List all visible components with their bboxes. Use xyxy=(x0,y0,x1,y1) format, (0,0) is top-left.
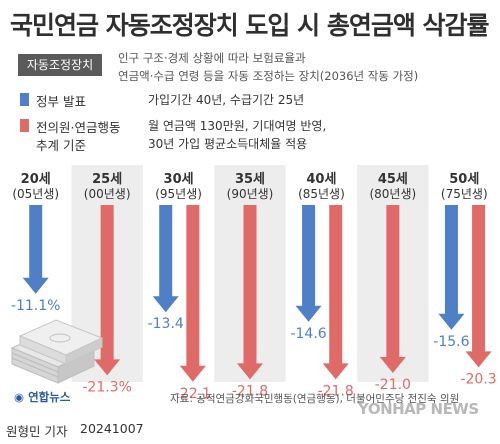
pension-value-label: -21.8 xyxy=(232,383,268,399)
government-bar xyxy=(438,205,465,330)
pension-bar xyxy=(322,205,349,380)
pension-value-label: -20.3 xyxy=(460,371,496,387)
legend-swatch-government xyxy=(20,93,29,106)
pension-value-label: -21.3% xyxy=(82,379,132,395)
government-value-label: -11.1% xyxy=(11,298,61,314)
birth-year-label: (75년생) xyxy=(441,187,488,201)
device-tag: 자동조정장치 xyxy=(18,54,102,76)
age-label: 20세 xyxy=(21,172,51,187)
government-value-label: -14.6 xyxy=(290,326,326,342)
age-label: 30세 xyxy=(164,172,194,187)
birth-year-label: (05년생) xyxy=(12,187,59,201)
chart-svg: 20세(05년생)25세(00년생)30세(95년생)35세(90년생)40세(… xyxy=(10,165,497,402)
age-label: 45세 xyxy=(378,172,408,187)
pension-bar xyxy=(379,205,406,373)
birth-year-label: (95년생) xyxy=(155,187,202,201)
pension-bar xyxy=(179,205,206,382)
birth-year-label: (80년생) xyxy=(369,187,416,201)
legend-desc-pension-1: 월 연금액 130만원, 기대여명 반영, xyxy=(148,119,327,133)
yonhap-logo: ◉ 연합뉴스 xyxy=(14,390,71,404)
page-title: 국민연금 자동조정장치 도입 시 총연금액 삭감률 xyxy=(10,11,490,40)
legend-label-pension-1: 전의원·연금행동 xyxy=(36,120,121,135)
government-bar xyxy=(152,205,179,313)
pension-value-label: -21.8 xyxy=(318,383,354,399)
pension-value-label: -21.0 xyxy=(375,377,411,393)
birth-year-label: (00년생) xyxy=(84,187,131,201)
author: 원형민 기자 xyxy=(6,424,68,439)
pension-bar xyxy=(237,205,263,380)
source-note: 자료: 공적연금강화국민행동(연금행동), 더불어민주당 전진숙 의원 xyxy=(170,393,460,405)
birth-year-label: (85년생) xyxy=(298,187,345,201)
birth-year-label: (90년생) xyxy=(227,187,274,201)
age-label: 50세 xyxy=(449,172,479,187)
age-label: 35세 xyxy=(235,172,265,187)
pension-bar xyxy=(94,205,121,376)
footer-bar xyxy=(0,414,500,444)
description-line-2: 연금액·수급 연령 등을 자동 조정하는 장치(2036년 작동 가정) xyxy=(118,69,419,83)
watermark: YONHAP NEWS xyxy=(358,400,479,418)
date: 20241007 xyxy=(80,421,144,436)
government-value-label: -13.4 xyxy=(148,316,184,332)
money-stack-icon xyxy=(10,319,104,384)
age-label: 25세 xyxy=(92,172,122,187)
legend-desc-pension-2: 30년 가입 평균소득대체율 적용 xyxy=(148,137,308,151)
legend-swatch-pension xyxy=(20,119,29,132)
logo-text: 연합뉴스 xyxy=(28,390,71,404)
government-bar xyxy=(295,205,322,322)
age-label: 40세 xyxy=(306,172,336,187)
description-line-1: 인구 구조·경제 상황에 따라 보험료율과 xyxy=(118,51,306,65)
legend-label-pension-2: 추계 기준 xyxy=(36,138,86,153)
pension-bar xyxy=(465,205,492,368)
legend-label-government: 정부 발표 xyxy=(36,94,86,109)
government-bar xyxy=(22,205,49,294)
government-value-label: -15.6 xyxy=(433,334,469,350)
pension-value-label: -22.1 xyxy=(175,386,211,402)
legend-desc-government: 가입기간 40년, 수급기간 25년 xyxy=(148,93,305,107)
